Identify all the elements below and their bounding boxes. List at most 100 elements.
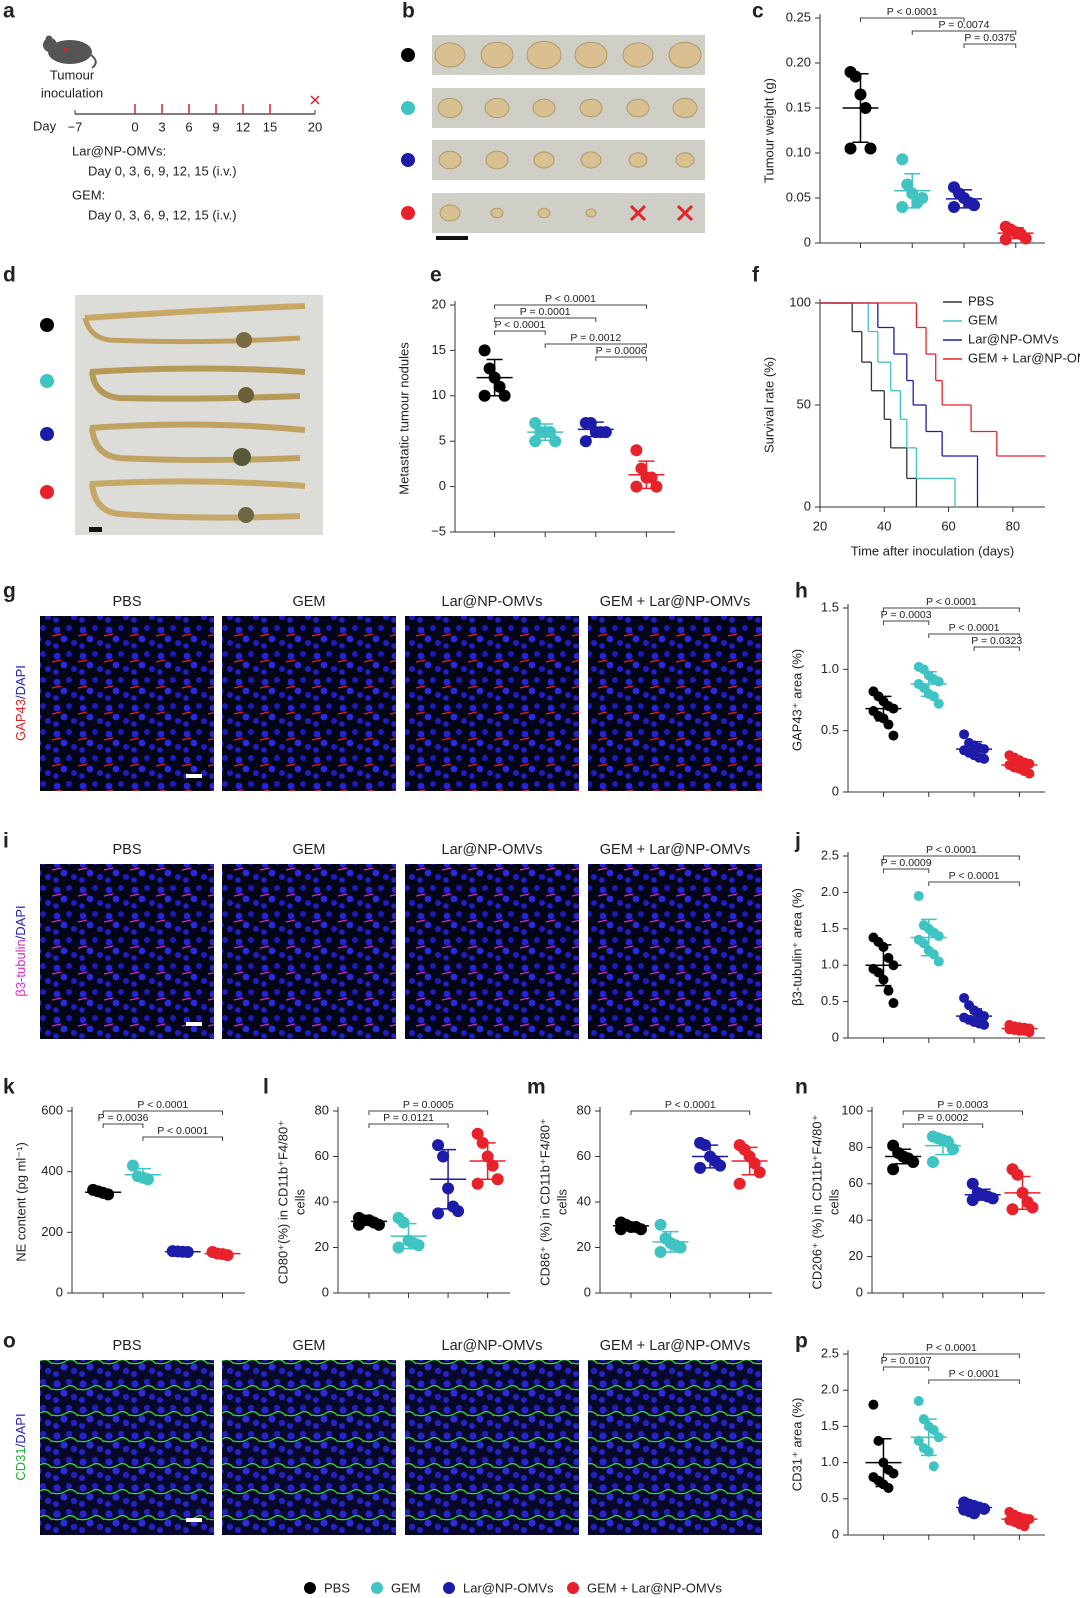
group-dot: [401, 48, 415, 62]
panel-label: e: [430, 264, 442, 287]
y-tick-label: 50: [797, 396, 811, 411]
image-column-header: PBS: [112, 594, 141, 610]
data-point: [1024, 758, 1035, 769]
y-tick-label: 0: [832, 1029, 839, 1044]
data-point: [933, 931, 944, 942]
p-value: P = 0.0001: [520, 306, 571, 318]
y-tick-label: −5: [431, 523, 446, 538]
data-point: [887, 1163, 900, 1176]
data-point: [916, 192, 929, 204]
panel-label: m: [527, 1076, 546, 1099]
legend-label: GEM: [391, 1580, 421, 1595]
y-tick-label: 600: [41, 1102, 63, 1117]
legend-label: GEM + Lar@NP-OMVs: [968, 350, 1080, 365]
micrograph: [222, 864, 396, 1039]
data-point: [478, 389, 491, 402]
micrograph: [405, 864, 579, 1039]
data-point: [694, 1161, 707, 1174]
y-tick-label: 0: [856, 1284, 863, 1299]
data-point: [483, 362, 496, 375]
sd-bar: [360, 1217, 377, 1225]
intestine-photo: [75, 295, 323, 535]
stain-counter: /DAPI: [13, 1413, 28, 1447]
data-point: [1019, 232, 1032, 245]
image-column-header: GEM: [292, 594, 325, 610]
sd-bar: [537, 423, 554, 442]
y-tick-label: 2.0: [821, 1382, 839, 1397]
sd-bar: [400, 1222, 417, 1250]
sd-bar: [966, 740, 983, 758]
data-point: [432, 1207, 445, 1220]
tissue: [89, 421, 306, 463]
data-point: [966, 1177, 979, 1190]
p-value: P = 0.0009: [881, 857, 932, 869]
scale-bar: [89, 527, 102, 532]
panel-label: k: [3, 1076, 15, 1099]
sd-bar: [956, 189, 972, 209]
panel-label: f: [752, 264, 760, 287]
regimen-name: GEM:: [72, 187, 105, 202]
significance-bracket: [882, 1353, 1020, 1358]
data-point: [948, 201, 960, 213]
y-tick-label: 2.0: [821, 884, 839, 899]
stain-label: GAP43/DAPI: [13, 665, 28, 741]
tumour: [233, 448, 251, 466]
mouse-icon: [43, 35, 97, 69]
scale-bar: [186, 1518, 202, 1522]
micrograph: [40, 1360, 214, 1535]
data-point: [966, 1194, 979, 1207]
panel-label: l: [263, 1076, 269, 1099]
y-tick-label: 0.25: [786, 9, 811, 24]
data-point: [579, 435, 592, 448]
stain-label: CD31/DAPI: [13, 1413, 28, 1480]
significance-bracket: [368, 1110, 489, 1115]
data-point: [864, 142, 877, 155]
tumour: [485, 150, 509, 170]
day-tick-label: 15: [263, 119, 277, 134]
data-point: [873, 1435, 884, 1446]
y-tick-label: 0: [584, 1284, 591, 1299]
x-axis-label: Time after inoculation (days): [851, 543, 1015, 558]
data-point: [896, 201, 909, 213]
data-point: [412, 1239, 425, 1252]
panel-label: d: [3, 264, 16, 287]
p-value: P < 0.0001: [949, 870, 1000, 882]
p-value: P < 0.0001: [926, 844, 977, 856]
data-point: [959, 729, 970, 740]
sd-bar: [95, 1189, 112, 1196]
tumour-site: [64, 48, 68, 52]
micrograph: [40, 864, 214, 1039]
y-axis-label: Metastatic tumour nodules: [396, 342, 411, 495]
regimen-schedule: Day 0, 3, 6, 9, 12, 15 (i.v.): [88, 207, 237, 222]
panel-label: n: [795, 1076, 808, 1099]
legend-label: PBS: [324, 1580, 350, 1595]
panel-label: h: [795, 580, 808, 603]
significance-bracket: [494, 330, 546, 335]
tumour: [533, 151, 555, 169]
panel-label: p: [795, 1330, 808, 1353]
y-axis-label: CD31⁺ area (%): [789, 1398, 804, 1492]
sd-bar: [486, 358, 503, 397]
x-tick-label: 40: [877, 518, 891, 533]
day-label: Day: [33, 118, 57, 133]
data-point: [471, 1177, 484, 1190]
y-axis-label: CD206⁺ (%) in CD11b⁺F4/80⁺: [809, 1115, 824, 1290]
image-column-header: Lar@NP-OMVs: [442, 594, 543, 610]
image-column-header: Lar@NP-OMVs: [442, 1338, 543, 1354]
micrograph: [588, 1360, 762, 1535]
data-point: [883, 719, 894, 730]
data-point: [733, 1177, 746, 1190]
micrograph: [588, 864, 762, 1039]
sd-bar: [920, 671, 937, 698]
data-point: [979, 753, 990, 764]
day-tick-label: 3: [158, 119, 165, 134]
y-tick-label: 1.5: [821, 599, 839, 614]
y-axis-label: CD80⁺(%) in CD11b⁺F4/80⁺: [275, 1120, 290, 1284]
sd-bar: [587, 421, 604, 438]
y-axis-label: CD86⁺ (%) in CD11b⁺F4/80⁺: [537, 1118, 552, 1286]
y-tick-label: 60: [849, 1175, 863, 1190]
sd-bar: [440, 1148, 457, 1210]
data-point: [913, 891, 924, 902]
significance-bracket: [494, 317, 597, 322]
mouse-head: [43, 38, 57, 52]
